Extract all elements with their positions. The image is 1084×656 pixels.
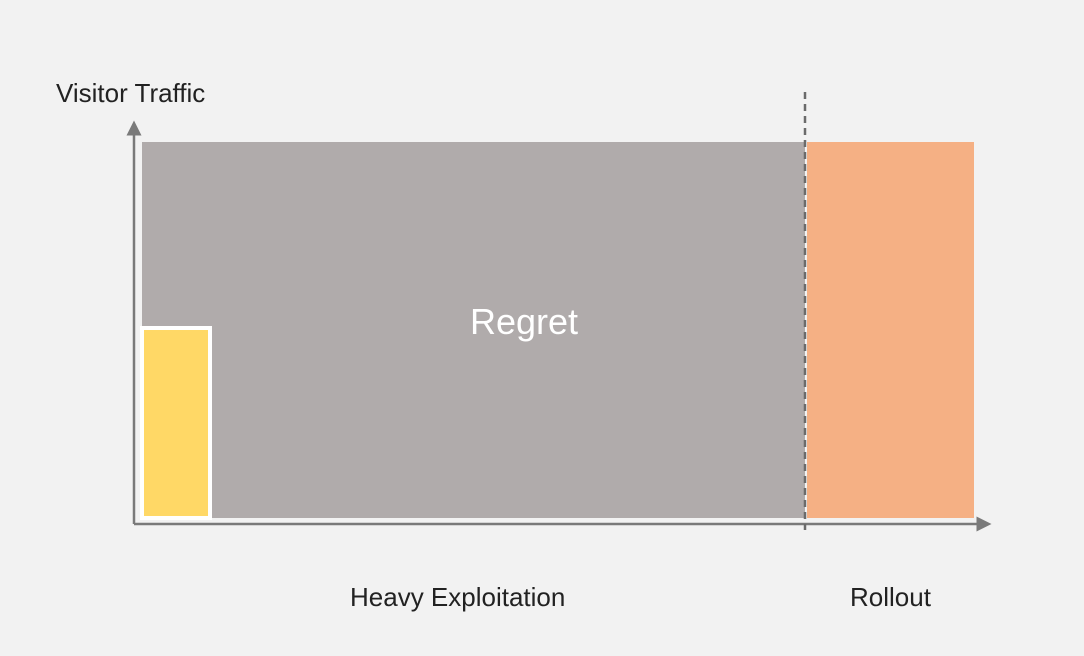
rollout-label: Rollout: [850, 582, 931, 612]
heavy-exploitation-label: Heavy Exploitation: [350, 582, 566, 612]
regret-region: [142, 142, 805, 518]
rollout-region: [807, 142, 974, 518]
regret-label: Regret: [470, 301, 579, 342]
exploration-region: [140, 326, 212, 520]
y-axis-label: Visitor Traffic: [56, 78, 206, 108]
